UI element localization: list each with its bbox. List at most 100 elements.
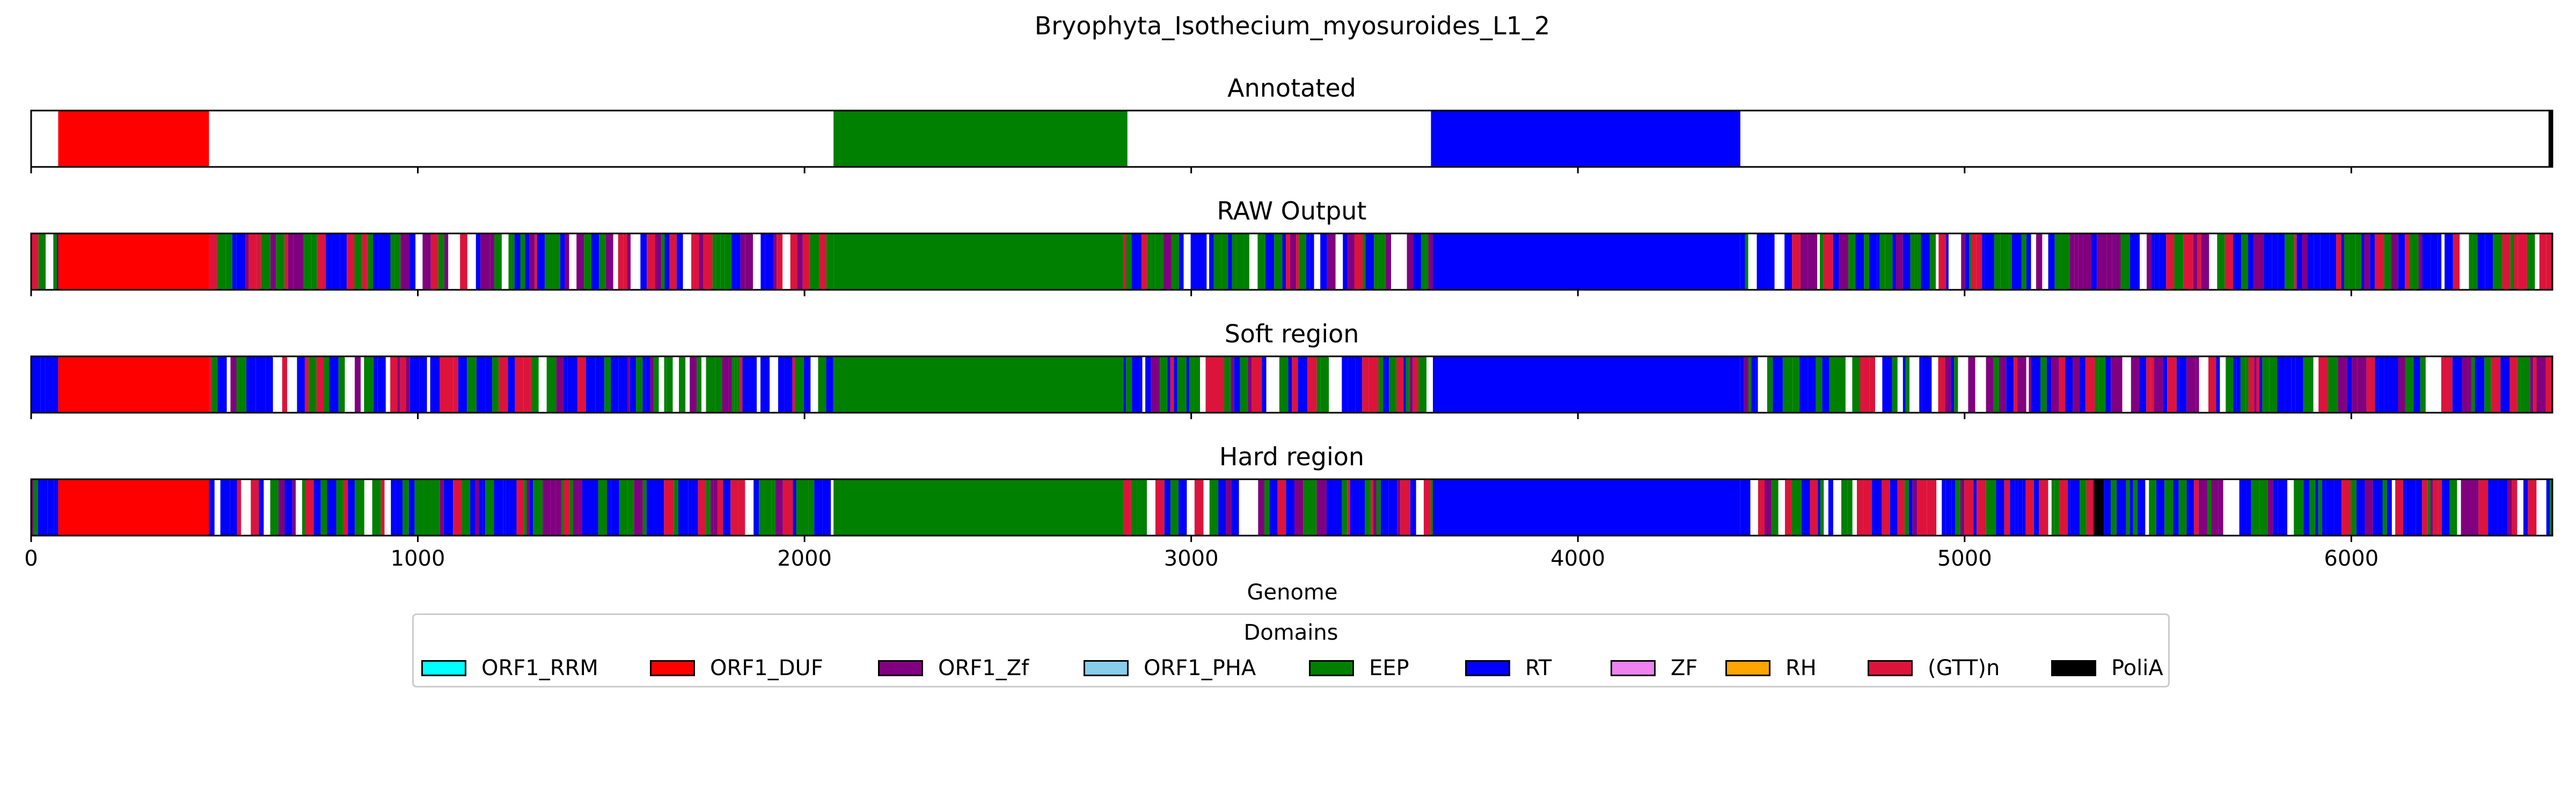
panel-frame [30, 232, 2553, 291]
noise-segment [1155, 479, 1165, 536]
noise-segment [2545, 356, 2552, 413]
noise-segment [1425, 233, 1429, 290]
noise-segment [515, 356, 524, 413]
noise-segment [2017, 356, 2026, 413]
noise-segment [2011, 233, 2022, 290]
noise-segment [303, 233, 312, 290]
noise-segment [2356, 479, 2365, 536]
noise-segment [2314, 233, 2321, 290]
noise-segment [1807, 233, 1818, 290]
noise-segment [1290, 233, 1297, 290]
legend-label: ORF1_PHA [1144, 656, 1256, 680]
noise-segment [1864, 233, 1869, 290]
noise-segment [1936, 233, 1939, 290]
noise-segment [2413, 356, 2420, 413]
noise-segment [810, 356, 818, 413]
noise-segment [1316, 356, 1321, 413]
noise-segment [1426, 356, 1433, 413]
noise-segment [1964, 479, 1974, 536]
noise-segment [2523, 479, 2528, 536]
noise-segment [664, 356, 667, 413]
noise-segment [2338, 356, 2347, 413]
noise-segment [288, 233, 294, 290]
noise-segment [2059, 356, 2066, 413]
panel-title: Annotated [1227, 74, 1356, 103]
noise-segment [476, 356, 486, 413]
noise-segment [713, 479, 718, 536]
noise-segment [703, 233, 713, 290]
noise-segment [2131, 356, 2140, 413]
noise-segment [2410, 233, 2419, 290]
noise-segment [2475, 356, 2485, 413]
noise-segment [2178, 479, 2187, 536]
noise-segment [292, 479, 296, 536]
noise-segment [1860, 356, 1870, 413]
noise-segment [2517, 479, 2523, 536]
noise-segment [2322, 479, 2326, 536]
noise-segment [2091, 233, 2097, 290]
noise-segment [430, 233, 438, 290]
noise-segment [1303, 479, 1307, 536]
noise-segment [697, 356, 701, 413]
noise-segment [1350, 479, 1360, 536]
noise-segment [1178, 479, 1187, 536]
noise-segment [38, 233, 46, 290]
noise-segment [448, 233, 458, 290]
noise-segment [1224, 356, 1231, 413]
x-tick-label: 5000 [1937, 546, 1992, 571]
noise-segment [1810, 479, 1818, 536]
segment-orf1-duf [58, 356, 209, 413]
noise-segment [2318, 479, 2322, 536]
segment-rt [1431, 111, 1740, 167]
noise-segment [2285, 233, 2295, 290]
noise-segment [2226, 356, 2234, 413]
noise-segment [2389, 356, 2398, 413]
noise-segment [1170, 479, 1179, 536]
noise-segment [2287, 479, 2290, 536]
noise-segment [2290, 479, 2294, 536]
noise-segment [2223, 479, 2232, 536]
noise-segment [2046, 356, 2052, 413]
noise-segment [2186, 479, 2194, 536]
noise-segment [1748, 233, 1757, 290]
noise-segment [492, 356, 499, 413]
noise-segment [740, 233, 745, 290]
noise-segment [1316, 479, 1327, 536]
noise-segment [261, 233, 270, 290]
noise-segment [1239, 479, 1242, 536]
noise-segment [731, 356, 735, 413]
noise-segment [394, 233, 401, 290]
noise-segment [440, 479, 444, 536]
noise-segment [1262, 356, 1267, 413]
noise-segment [1773, 356, 1783, 413]
noise-segment [1137, 479, 1147, 536]
noise-segment [2036, 233, 2043, 290]
noise-segment [214, 479, 218, 536]
noise-segment [1948, 233, 1953, 290]
noise-segment [2097, 233, 2107, 290]
noise-segment [1936, 479, 1942, 536]
noise-segment [604, 356, 611, 413]
noise-segment [658, 356, 664, 413]
noise-segment [2512, 479, 2518, 536]
noise-segment [1306, 233, 1310, 290]
noise-segment [237, 479, 241, 536]
noise-segment [2478, 479, 2489, 536]
noise-segment [2441, 233, 2445, 290]
panel-frame [30, 109, 2553, 168]
noise-segment [470, 479, 473, 536]
noise-segment [396, 479, 403, 536]
noise-segment [246, 356, 256, 413]
noise-segment [1177, 356, 1187, 413]
noise-segment [616, 479, 619, 536]
noise-segment [1877, 233, 1880, 290]
noise-segment [1774, 233, 1785, 290]
noise-segment [45, 356, 53, 413]
noise-segment [627, 356, 630, 413]
noise-segment [1816, 356, 1823, 413]
noise-segment [255, 356, 266, 413]
noise-segment [1368, 356, 1379, 413]
noise-segment [2183, 233, 2193, 290]
noise-segment [1958, 356, 1962, 413]
noise-segment [53, 356, 58, 413]
